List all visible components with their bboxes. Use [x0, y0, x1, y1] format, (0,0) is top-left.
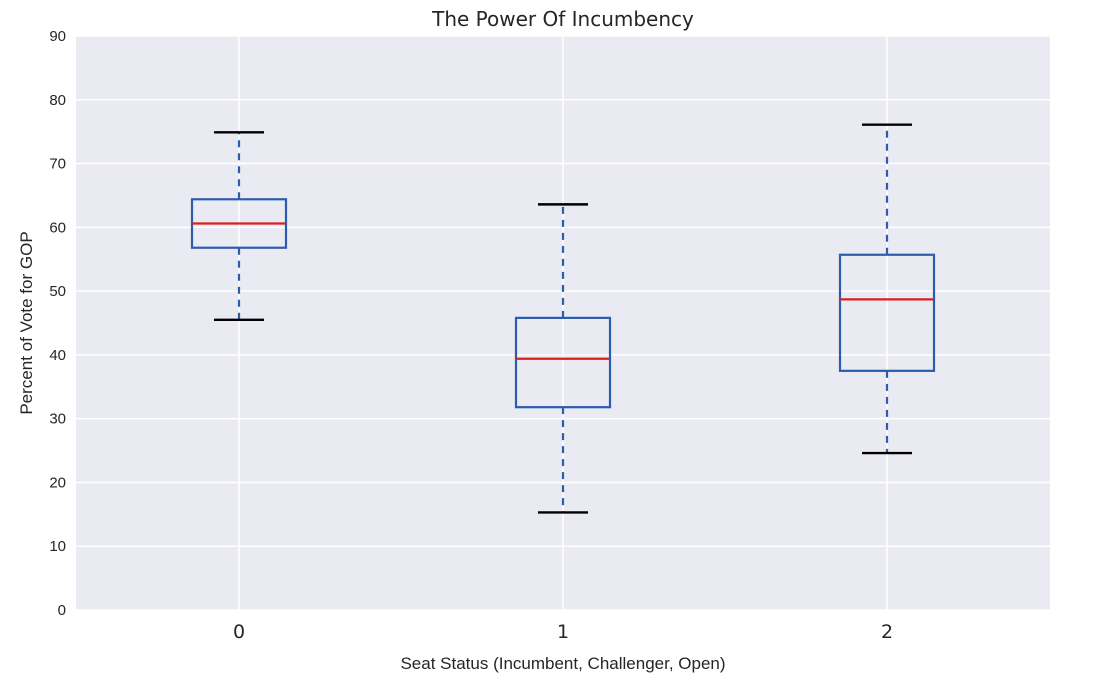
x-axis-ticks: 0 1 2	[233, 621, 893, 643]
y-axis-label: Percent of Vote for GOP	[17, 231, 36, 414]
y-axis-ticks: 0 10 20 30 40 50 60 70 80 90	[49, 28, 66, 619]
y-tick-label: 60	[49, 219, 66, 236]
y-tick-label: 20	[49, 474, 66, 491]
box-group	[838, 123, 936, 455]
y-tick-label: 70	[49, 156, 66, 173]
y-tick-label: 80	[49, 92, 66, 109]
iqr-box	[838, 253, 936, 372]
boxes	[190, 123, 936, 514]
x-tick-label: 1	[557, 621, 569, 643]
chart-title: The Power Of Incumbency	[431, 7, 694, 31]
y-tick-label: 30	[49, 411, 66, 428]
x-tick-label: 0	[233, 621, 245, 643]
y-tick-label: 40	[49, 347, 66, 364]
y-tick-label: 0	[58, 602, 66, 619]
y-tick-label: 90	[49, 28, 66, 45]
x-tick-label: 2	[881, 621, 893, 643]
y-tick-label: 10	[49, 538, 66, 555]
box-group	[190, 131, 288, 322]
y-tick-label: 50	[49, 283, 66, 300]
gridlines	[76, 35, 1050, 611]
x-axis-label: Seat Status (Incumbent, Challenger, Open…	[400, 654, 725, 673]
iqr-box	[514, 316, 612, 409]
box-group	[514, 203, 612, 514]
